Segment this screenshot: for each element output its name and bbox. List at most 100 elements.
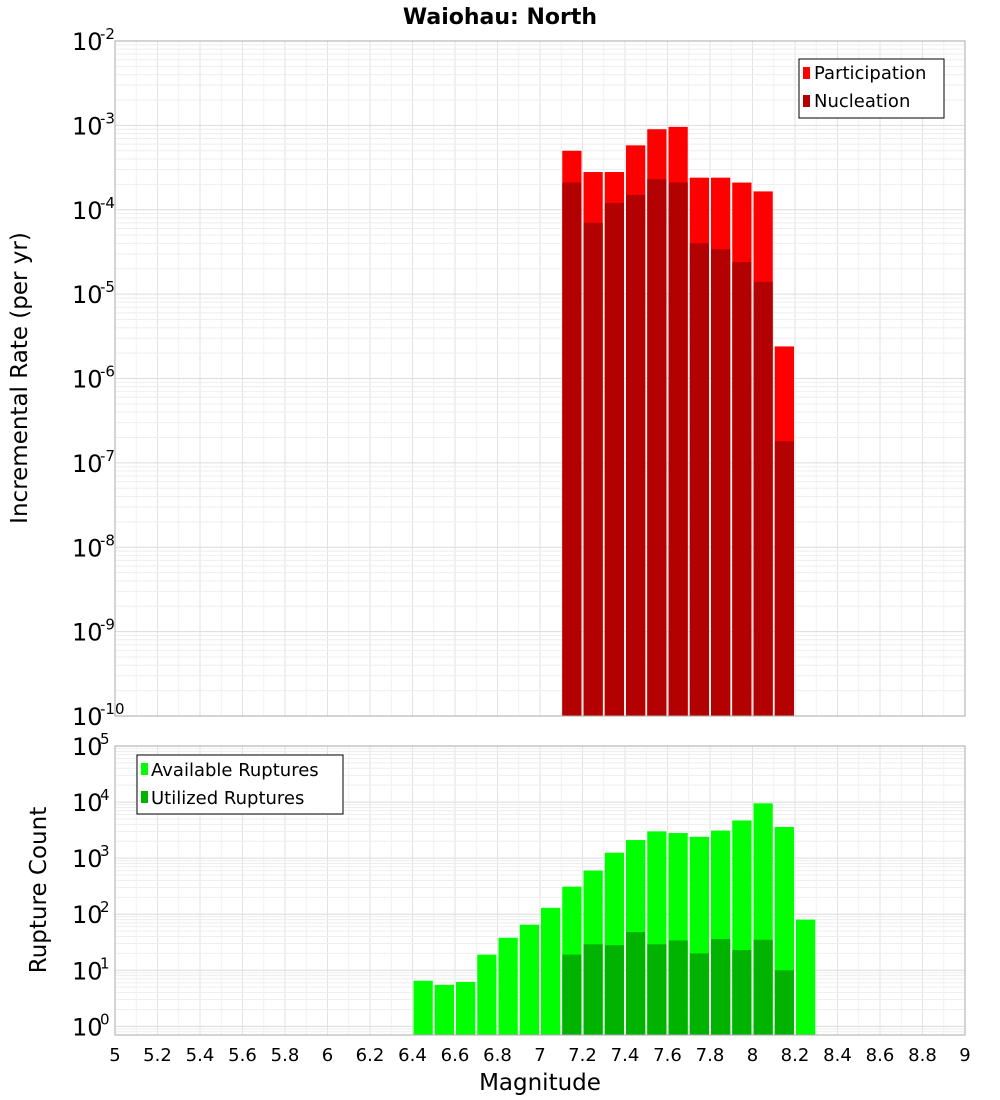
bottom-panel-bars xyxy=(413,803,816,1035)
bar-available-ruptures xyxy=(796,919,816,1035)
y-tick-label: 104 xyxy=(72,786,110,817)
y-tick-exponent: -2 xyxy=(100,25,115,43)
y-tick-exponent: -10 xyxy=(100,700,125,718)
legend-participation: Participation xyxy=(814,63,926,84)
x-tick-label: 7.6 xyxy=(653,1045,682,1066)
y-tick-exponent: 0 xyxy=(100,1010,110,1028)
x-tick-label: 5 xyxy=(109,1045,120,1066)
legend-swatch-available xyxy=(141,763,148,775)
legend-swatch-utilized xyxy=(141,791,148,803)
x-tick-label: 8.6 xyxy=(866,1045,895,1066)
bar-available-ruptures xyxy=(477,954,497,1035)
bottom-plot-border xyxy=(114,745,966,1036)
y-tick-label: 10-2 xyxy=(72,25,115,56)
bar-available-ruptures xyxy=(498,937,518,1035)
y-tick-label: 10-8 xyxy=(72,531,115,562)
bar-available-ruptures xyxy=(541,907,561,1035)
y-tick-label: 103 xyxy=(72,842,110,873)
y-tick-exponent: -4 xyxy=(100,194,115,212)
y-tick-exponent: 1 xyxy=(100,954,110,972)
bar-utilized-ruptures xyxy=(604,945,624,1035)
y-tick-label: 102 xyxy=(72,898,110,929)
x-tick-label: 5.2 xyxy=(143,1045,172,1066)
y-tick-exponent: -7 xyxy=(100,447,115,465)
bar-available-ruptures xyxy=(413,980,433,1035)
y-tick-base: 10 xyxy=(72,619,103,647)
y-tick-exponent: -9 xyxy=(100,616,115,634)
x-tick-label: 9 xyxy=(959,1045,970,1066)
y-tick-label: 101 xyxy=(72,954,110,985)
top-panel-gridlines xyxy=(114,40,966,717)
y-tick-label: 10-4 xyxy=(72,194,115,225)
y-tick-base: 10 xyxy=(72,957,103,985)
bar-utilized-ruptures xyxy=(711,939,731,1035)
y-tick-label: 10-3 xyxy=(72,109,115,140)
y-tick-base: 10 xyxy=(72,450,103,478)
x-tick-label: 8.8 xyxy=(908,1045,937,1066)
y-tick-base: 10 xyxy=(72,281,103,309)
bar-nucleation xyxy=(583,222,603,716)
legend-available-ruptures: Available Ruptures xyxy=(151,760,319,781)
bar-nucleation xyxy=(604,203,624,716)
y-tick-exponent: -8 xyxy=(100,531,115,549)
y-tick-exponent: -3 xyxy=(100,109,115,127)
bar-utilized-ruptures xyxy=(583,944,603,1035)
bar-available-ruptures xyxy=(434,984,454,1035)
bar-nucleation xyxy=(711,249,731,716)
y-tick-base: 10 xyxy=(72,534,103,562)
bar-utilized-ruptures xyxy=(689,953,709,1035)
bar-utilized-ruptures xyxy=(668,940,688,1035)
y-tick-base: 10 xyxy=(72,28,103,56)
y-tick-base: 10 xyxy=(72,197,103,225)
x-tick-label: 6.6 xyxy=(441,1045,470,1066)
x-tick-label: 7.4 xyxy=(611,1045,640,1066)
bar-utilized-ruptures xyxy=(732,949,752,1035)
top-y-axis-label: Incremental Rate (per yr) xyxy=(7,232,33,524)
y-tick-label: 100 xyxy=(72,1010,110,1041)
bar-available-ruptures xyxy=(456,981,476,1035)
bar-nucleation xyxy=(689,243,709,717)
x-tick-label: 6 xyxy=(322,1045,333,1066)
x-axis-label: Magnitude xyxy=(479,1070,601,1096)
x-tick-label: 5.8 xyxy=(271,1045,300,1066)
legend-utilized-ruptures: Utilized Ruptures xyxy=(151,788,304,809)
x-tick-label: 8 xyxy=(747,1045,758,1066)
chart-title: Waiohau: North xyxy=(403,5,597,30)
y-tick-label: 105 xyxy=(72,730,110,761)
bar-utilized-ruptures xyxy=(647,944,667,1035)
bar-nucleation xyxy=(774,441,794,716)
x-tick-label: 5.6 xyxy=(228,1045,257,1066)
bar-nucleation xyxy=(562,182,582,716)
y-tick-base: 10 xyxy=(72,366,103,394)
x-tick-label: 6.4 xyxy=(398,1045,427,1066)
y-tick-exponent: 3 xyxy=(100,842,110,860)
bar-utilized-ruptures xyxy=(753,939,773,1035)
x-tick-label: 6.8 xyxy=(483,1045,512,1066)
bottom-legend: Available Ruptures Utilized Ruptures xyxy=(136,754,344,815)
x-tick-labels: 5 5.2 5.4 5.6 5.8 6 6.2 6.4 6.6 6.8 7 7.2 7.4 7.6 7.8 8… xyxy=(109,1045,970,1066)
x-tick-label: 7.8 xyxy=(696,1045,725,1066)
y-tick-label: 10-9 xyxy=(72,616,115,647)
bottom-legend-box xyxy=(136,754,344,815)
x-tick-label: 8.4 xyxy=(823,1045,852,1066)
bar-nucleation xyxy=(732,262,752,716)
top-legend-box xyxy=(798,58,945,119)
top-plot-border xyxy=(114,40,966,717)
bar-nucleation xyxy=(753,281,773,716)
y-tick-base: 10 xyxy=(72,1013,103,1041)
y-tick-label: 10-10 xyxy=(72,700,125,731)
x-tick-label: 6.2 xyxy=(356,1045,385,1066)
y-tick-base: 10 xyxy=(72,901,103,929)
y-tick-base: 10 xyxy=(72,112,103,140)
y-tick-label: 10-5 xyxy=(72,278,115,309)
y-tick-exponent: 4 xyxy=(100,786,110,804)
y-tick-base: 10 xyxy=(72,845,103,873)
y-tick-base: 10 xyxy=(72,703,103,731)
bar-utilized-ruptures xyxy=(562,954,582,1035)
bar-utilized-ruptures xyxy=(626,932,646,1035)
bar-available-ruptures xyxy=(519,924,539,1035)
y-tick-exponent: -5 xyxy=(100,278,115,296)
